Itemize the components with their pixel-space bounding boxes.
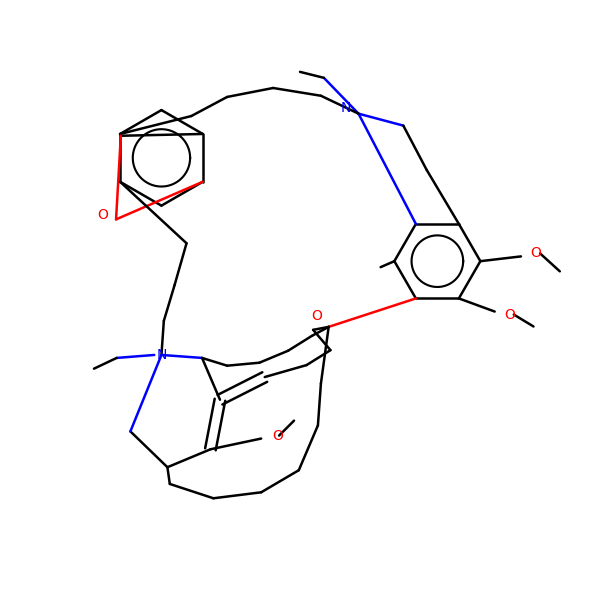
Text: N: N xyxy=(340,101,350,115)
Text: O: O xyxy=(311,309,322,323)
Text: N: N xyxy=(156,348,167,362)
Text: O: O xyxy=(504,308,515,322)
Text: O: O xyxy=(272,428,283,443)
Text: O: O xyxy=(97,208,109,221)
Text: O: O xyxy=(530,247,541,260)
